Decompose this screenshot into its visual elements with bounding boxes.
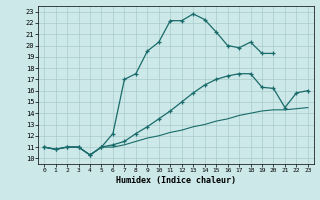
X-axis label: Humidex (Indice chaleur): Humidex (Indice chaleur) — [116, 176, 236, 185]
